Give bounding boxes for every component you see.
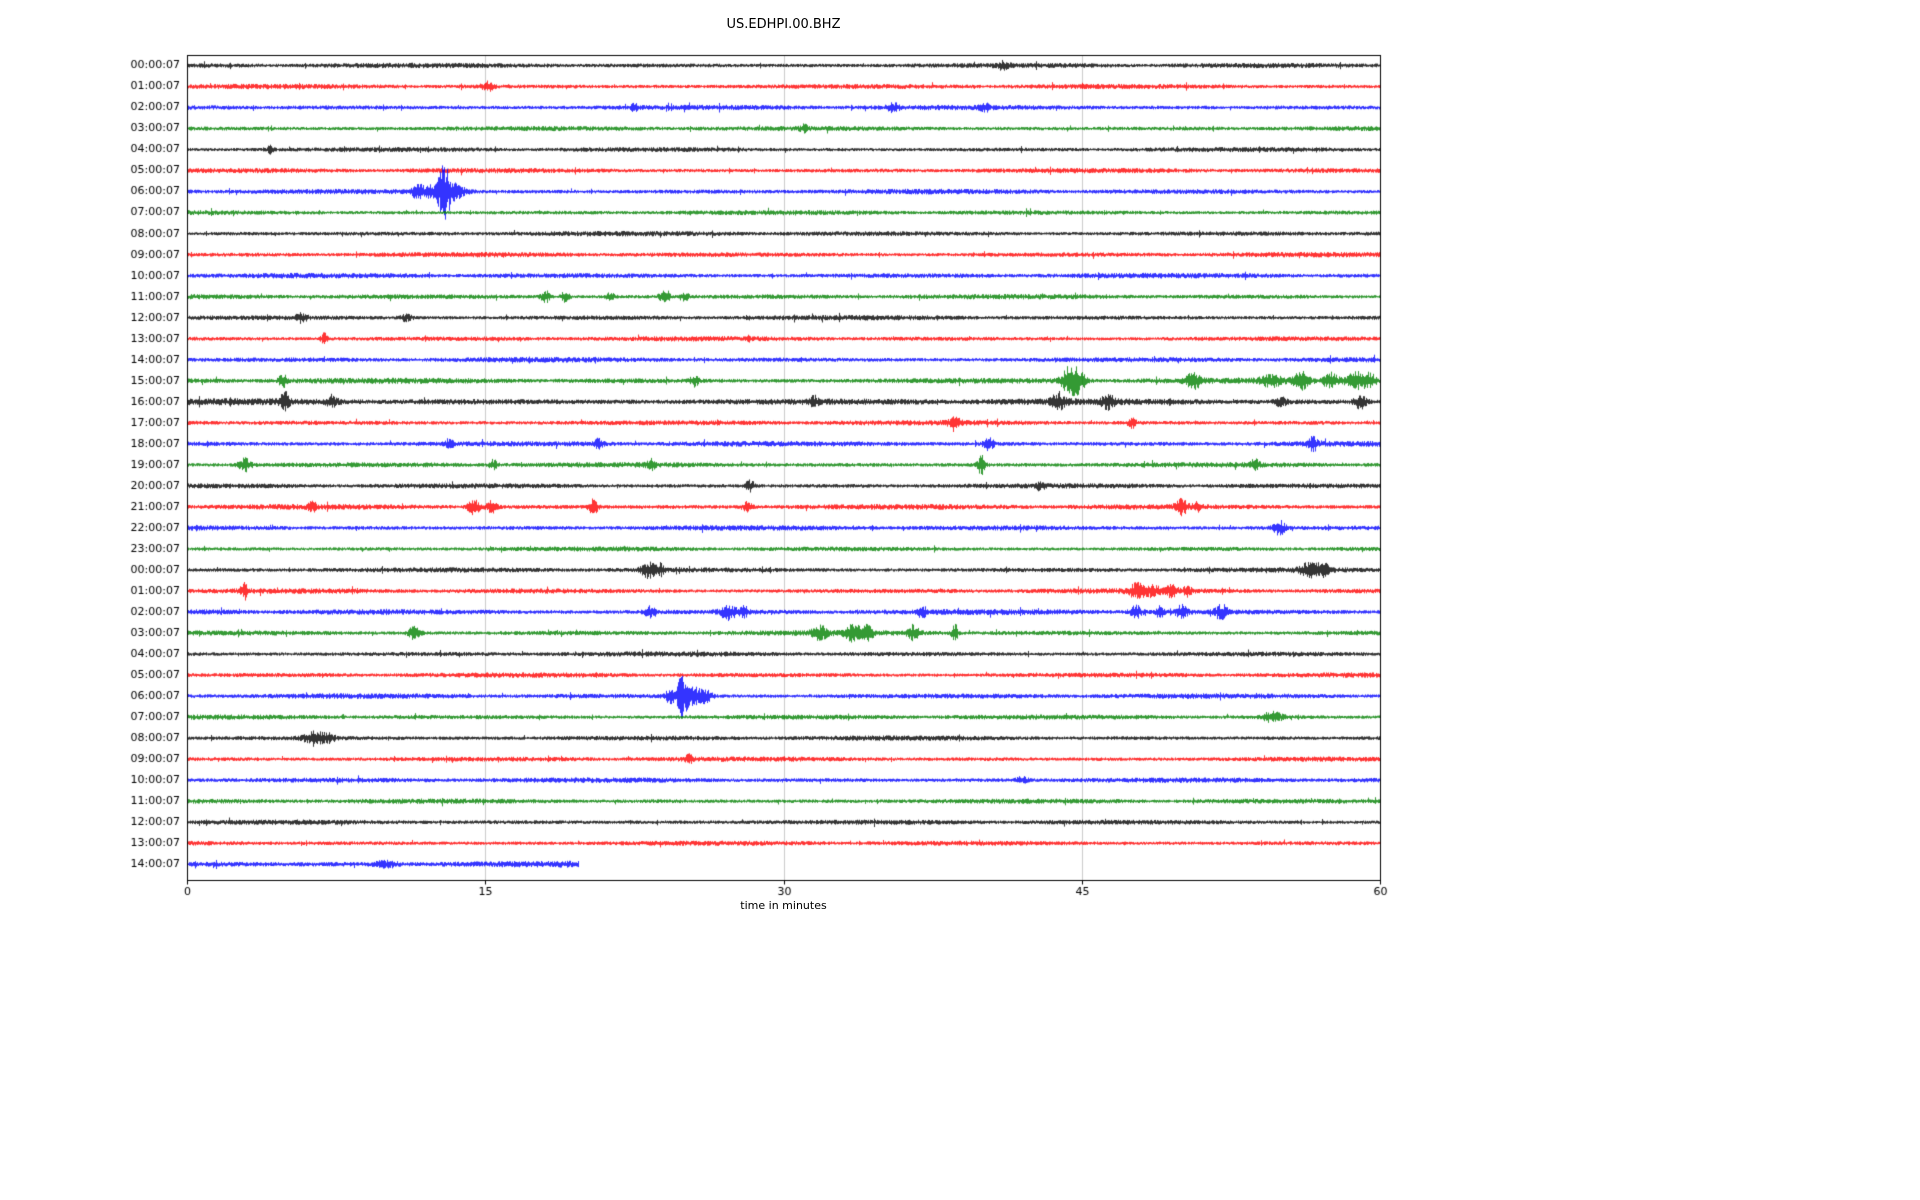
x-axis-label: time in minutes bbox=[740, 899, 827, 912]
chart-title: US.EDHPI.00.BHZ bbox=[726, 17, 841, 32]
